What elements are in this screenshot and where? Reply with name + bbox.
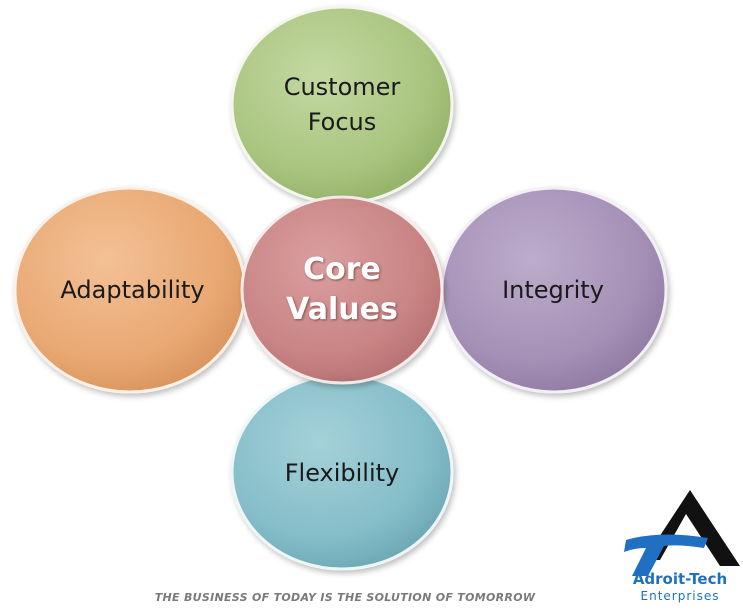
node-label-text: Flexibility <box>284 458 400 487</box>
center-label-line1: Core <box>303 252 381 287</box>
node-label-adaptability: Adaptability <box>30 272 235 308</box>
node-label-integrity: Integrity <box>453 272 653 308</box>
company-tagline: THE BUSINESS OF TODAY IS THE SOLUTION OF… <box>154 591 536 604</box>
node-label-text: Integrity <box>502 275 604 304</box>
node-label-line2: Focus <box>307 108 377 136</box>
logo-mark <box>624 490 740 576</box>
node-label-customer-focus: Customer Focus <box>242 70 442 140</box>
node-label-line1: Customer <box>283 73 401 101</box>
node-label-text: Adaptability <box>60 275 205 304</box>
center-circle-core-values <box>240 195 444 385</box>
center-label-core-values: Core Values <box>252 248 432 332</box>
logo-name: Adroit-Tech <box>632 570 728 588</box>
center-label-line2: Values <box>286 292 398 327</box>
logo-subtitle: Enterprises <box>640 589 720 603</box>
node-label-flexibility: Flexibility <box>242 455 442 491</box>
